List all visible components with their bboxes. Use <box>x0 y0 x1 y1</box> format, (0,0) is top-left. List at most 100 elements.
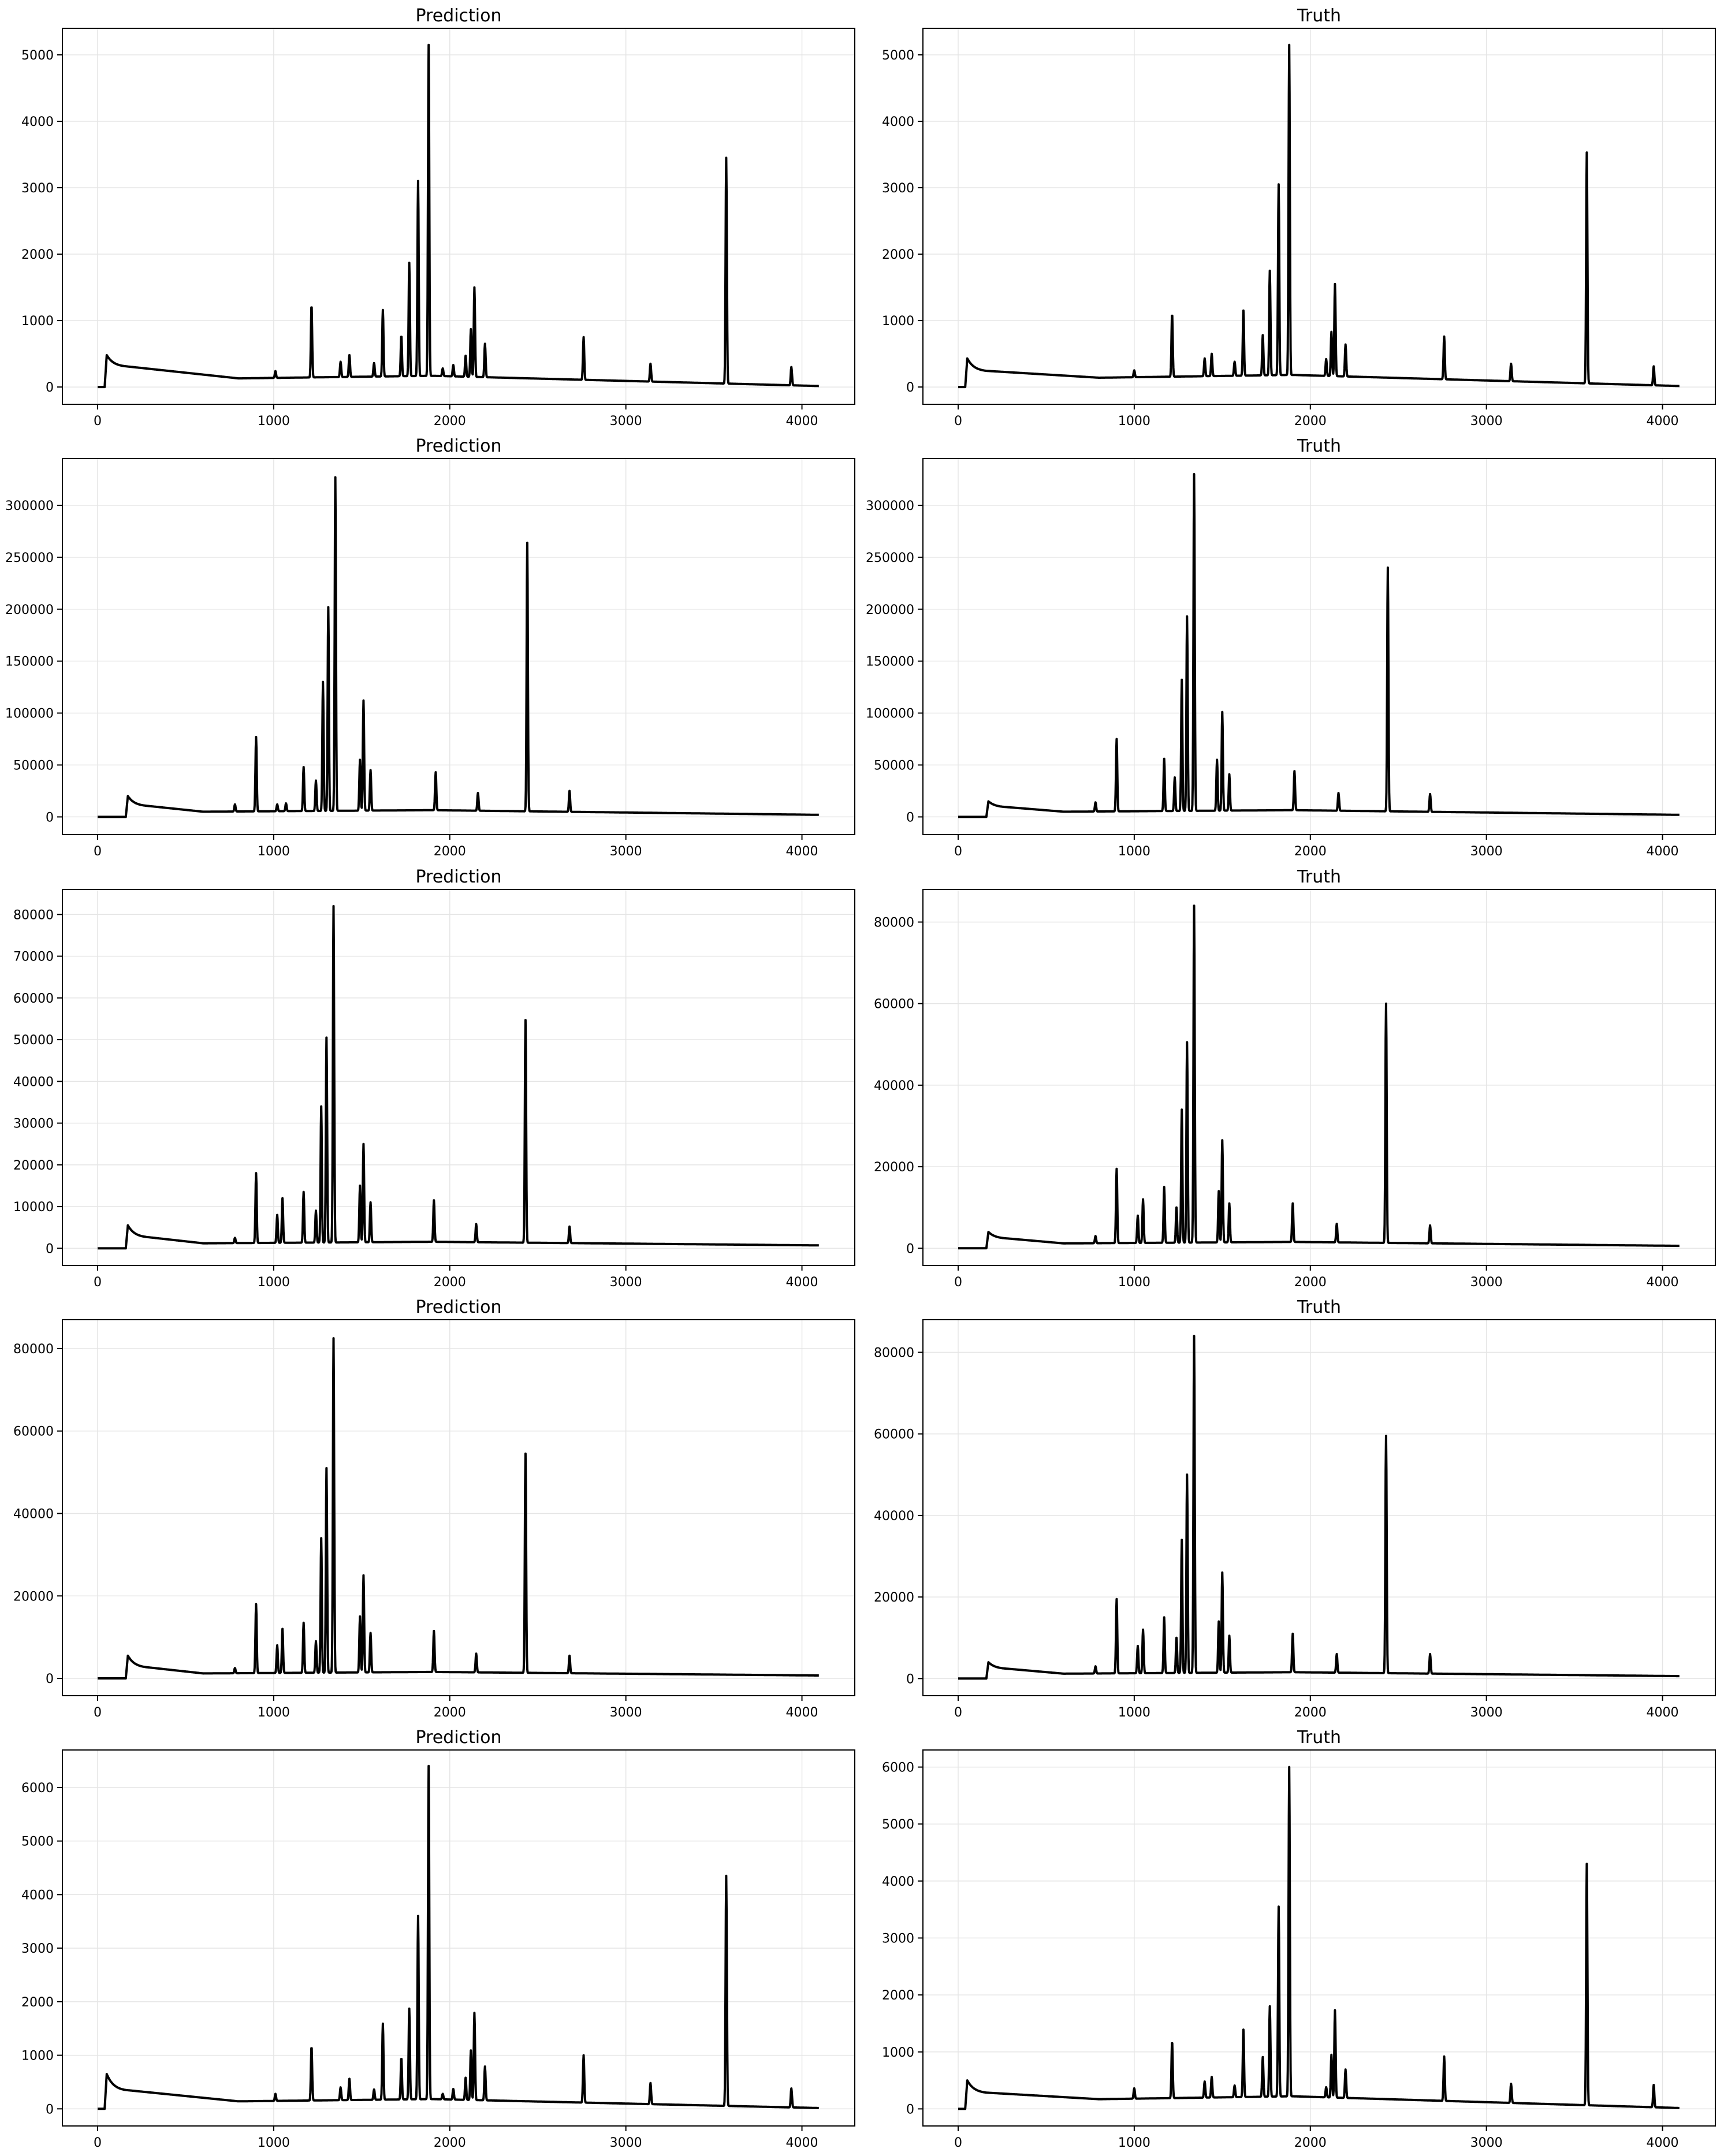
x-tick-label: 0 <box>94 414 102 429</box>
y-tick-label: 1000 <box>882 314 914 329</box>
x-tick-label: 3000 <box>1470 2136 1503 2150</box>
plot-frame <box>62 1749 855 2127</box>
chart-title: Truth <box>1297 6 1341 26</box>
chart-title: Truth <box>1297 867 1341 887</box>
y-tick-label: 4000 <box>21 1888 54 1902</box>
y-tick-label: 80000 <box>874 915 914 930</box>
x-tick-label: 1000 <box>1118 1706 1150 1720</box>
x-tick-label: 2000 <box>434 1706 466 1720</box>
series-line <box>96 476 820 818</box>
y-tick-label: 3000 <box>882 1932 914 1946</box>
x-tick-label: 4000 <box>786 414 818 429</box>
x-tick-label: 4000 <box>786 844 818 859</box>
x-tick-label: 0 <box>94 2136 102 2150</box>
y-tick-label: 0 <box>46 1242 54 1256</box>
x-tick-label: 4000 <box>786 1275 818 1290</box>
x-tick-label: 2000 <box>434 1275 466 1290</box>
chart-title: Prediction <box>415 6 501 26</box>
x-tick-label: 3000 <box>610 1275 642 1290</box>
plot-frame <box>922 1319 1716 1696</box>
panel-5-prediction: Prediction 0 1000 2000 3000 4000 0 1000 2000 3000… <box>21 1727 855 2150</box>
y-tick-label: 0 <box>46 1672 54 1686</box>
x-tick-label: 4000 <box>1647 414 1679 429</box>
x-tick-label: 1000 <box>1118 414 1150 429</box>
y-tick-label: 40000 <box>874 1079 914 1093</box>
y-tick-label: 4000 <box>882 115 914 129</box>
x-tick-label: 0 <box>954 2136 962 2150</box>
x-tick-label: 4000 <box>786 2136 818 2150</box>
y-tick-label: 60000 <box>874 1428 914 1442</box>
y-tick-label: 6000 <box>21 1781 54 1796</box>
plot-frame <box>922 458 1716 835</box>
y-tick-label: 60000 <box>13 992 54 1006</box>
y-tick-label: 200000 <box>5 603 54 617</box>
series-line <box>96 1764 820 2110</box>
x-tick-label: 0 <box>94 1275 102 1290</box>
x-tick-label: 4000 <box>1647 1706 1679 1720</box>
y-tick-label: 3000 <box>21 181 54 196</box>
x-tick-label: 4000 <box>1647 2136 1679 2150</box>
x-tick-label: 1000 <box>258 1706 290 1720</box>
y-tick-label: 40000 <box>13 1075 54 1089</box>
x-tick-label: 2000 <box>434 844 466 859</box>
x-tick-label: 3000 <box>610 1706 642 1720</box>
y-tick-label: 2000 <box>21 248 54 262</box>
y-tick-label: 150000 <box>5 655 54 669</box>
y-tick-label: 50000 <box>13 759 54 773</box>
x-tick-label: 1000 <box>258 844 290 859</box>
y-tick-label: 40000 <box>874 1509 914 1524</box>
y-tick-label: 5000 <box>882 1818 914 1832</box>
x-tick-label: 3000 <box>610 414 642 429</box>
y-tick-label: 1000 <box>882 2046 914 2060</box>
y-tick-label: 0 <box>906 2102 914 2117</box>
x-tick-label: 1000 <box>258 1275 290 1290</box>
y-tick-label: 0 <box>46 381 54 395</box>
y-tick-label: 100000 <box>5 707 54 721</box>
y-tick-label: 50000 <box>874 759 914 773</box>
y-tick-label: 3000 <box>882 181 914 196</box>
plot-frame <box>62 889 855 1266</box>
y-tick-label: 20000 <box>13 1589 54 1604</box>
series-line <box>96 1337 820 1680</box>
chart-title: Prediction <box>415 867 501 887</box>
y-tick-label: 0 <box>906 381 914 395</box>
x-tick-label: 2000 <box>1294 844 1327 859</box>
series-line <box>957 43 1681 389</box>
chart-title: Prediction <box>415 1727 501 1748</box>
x-tick-label: 1000 <box>1118 844 1150 859</box>
y-tick-label: 2000 <box>882 248 914 262</box>
y-tick-label: 4000 <box>882 1875 914 1889</box>
x-tick-label: 4000 <box>1647 844 1679 859</box>
y-tick-label: 80000 <box>13 1342 54 1357</box>
y-tick-label: 250000 <box>866 551 914 565</box>
plot-frame <box>922 889 1716 1266</box>
y-tick-label: 50000 <box>13 1033 54 1048</box>
x-tick-label: 3000 <box>1470 1706 1503 1720</box>
y-tick-label: 2000 <box>21 1995 54 2010</box>
x-tick-label: 2000 <box>1294 1706 1327 1720</box>
series-line <box>96 43 820 389</box>
chart-title: Truth <box>1297 1297 1341 1317</box>
plot-frame <box>62 458 855 835</box>
y-tick-label: 1000 <box>21 2049 54 2064</box>
y-tick-label: 20000 <box>13 1159 54 1173</box>
y-tick-label: 100000 <box>866 707 914 721</box>
x-tick-label: 4000 <box>786 1706 818 1720</box>
x-tick-label: 0 <box>954 414 962 429</box>
x-tick-label: 0 <box>954 1706 962 1720</box>
y-tick-label: 300000 <box>5 499 54 513</box>
y-tick-label: 0 <box>46 2102 54 2117</box>
series-line <box>957 473 1681 818</box>
series-line <box>957 1766 1681 2110</box>
x-tick-label: 3000 <box>1470 1275 1503 1290</box>
x-tick-label: 2000 <box>434 2136 466 2150</box>
y-tick-label: 300000 <box>866 499 914 513</box>
y-tick-label: 2000 <box>882 1989 914 2003</box>
plot-frame <box>62 28 855 405</box>
x-tick-label: 0 <box>954 1275 962 1290</box>
plot-frame <box>62 1319 855 1696</box>
y-tick-label: 10000 <box>13 1200 54 1215</box>
